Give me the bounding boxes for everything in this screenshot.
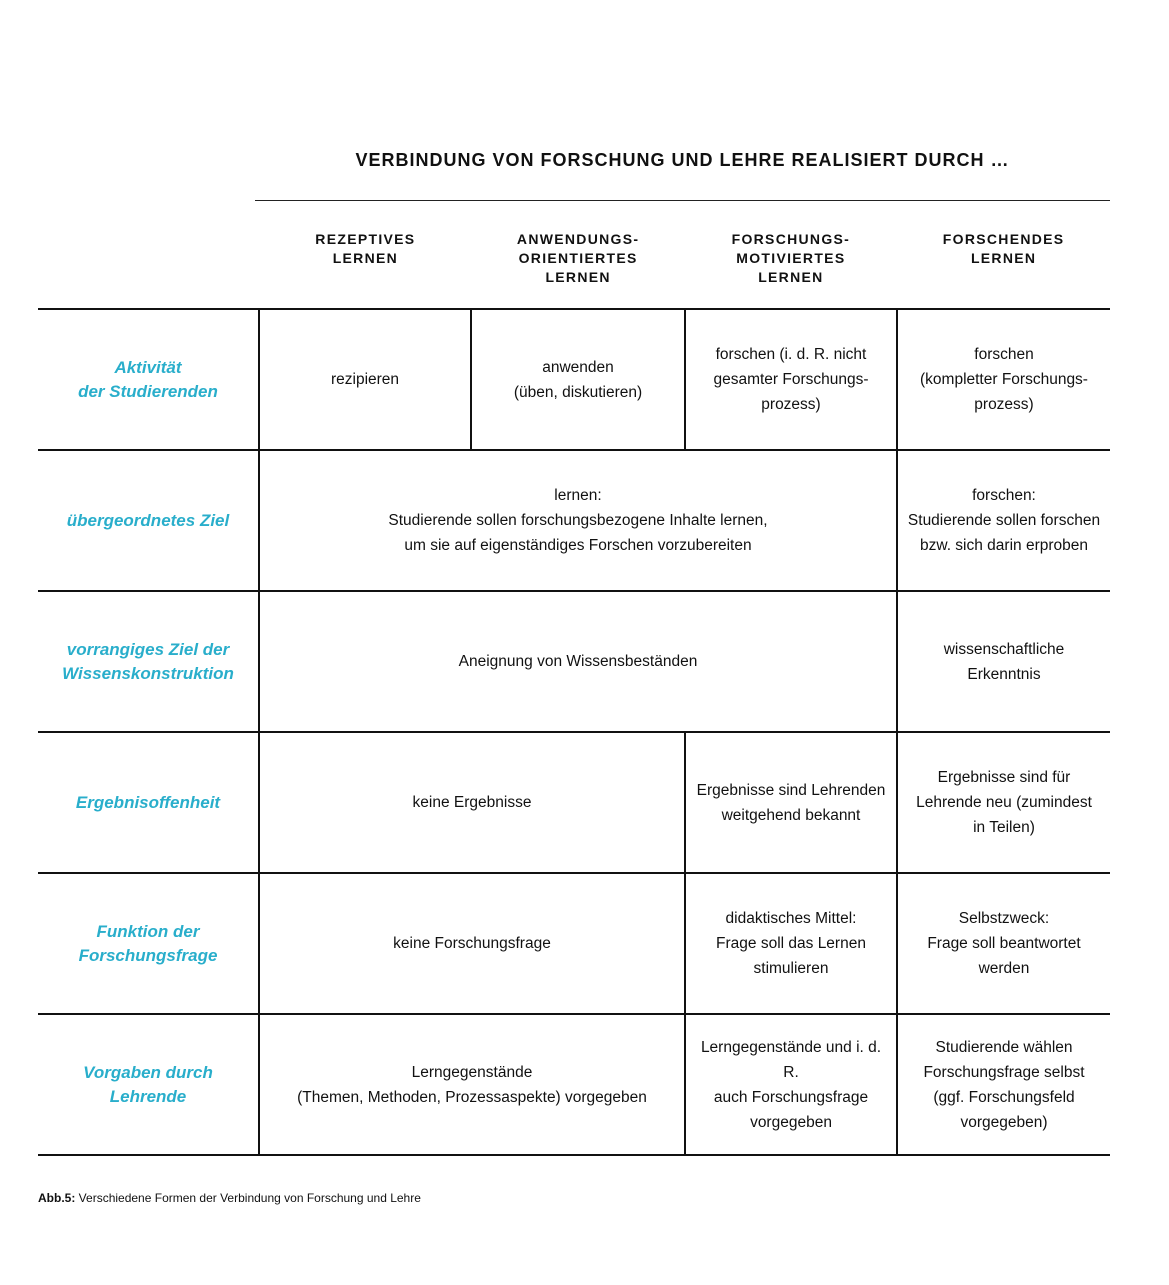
column-header: REZEPTIVES LERNEN <box>315 231 416 266</box>
table-cell: didaktisches Mittel: Frage soll das Lern… <box>684 872 897 1015</box>
figure-caption: Abb.5: Verschiedene Formen der Verbindun… <box>38 1191 421 1205</box>
table-row: Vorgaben durch Lehrende Lerngegenstände … <box>38 1013 1110 1156</box>
column-header: ANWENDUNGS- ORIENTIERTES LERNEN <box>516 231 640 285</box>
row-label: Aktivität der Studierenden <box>38 308 259 451</box>
table-cell: keine Forschungsfrage <box>258 872 685 1015</box>
table-row: übergeordnetes Ziel lernen: Studierende … <box>38 449 1110 592</box>
table-cell: Ergebnisse sind Lehrenden weitgehend bek… <box>684 731 897 874</box>
table-row: Aktivität der Studierenden rezipieren an… <box>38 308 1110 451</box>
row-label: Funktion der Forschungsfrage <box>38 872 259 1015</box>
column-header: FORSCHUNGS- MOTIVIERTES LERNEN <box>731 231 851 285</box>
caption-label: Abb.5: <box>38 1191 76 1205</box>
table-cell: rezipieren <box>258 308 471 451</box>
column-headers: REZEPTIVES LERNEN ANWENDUNGS- ORIENTIERT… <box>259 230 1110 287</box>
row-label: Vorgaben durch Lehrende <box>38 1013 259 1156</box>
caption-text: Verschiedene Formen der Verbindung von F… <box>75 1191 421 1205</box>
column-header: FORSCHENDES LERNEN <box>942 231 1065 266</box>
table-title: VERBINDUNG VON FORSCHUNG UND LEHRE REALI… <box>355 150 1010 170</box>
table-row: Funktion der Forschungsfrage keine Forsc… <box>38 872 1110 1015</box>
row-label: übergeordnetes Ziel <box>38 449 259 592</box>
table-cell: Studierende wählen Forschungsfrage selbs… <box>896 1013 1110 1156</box>
title-divider <box>255 200 1110 201</box>
table-cell: Aneignung von Wissensbeständen <box>258 590 897 733</box>
row-label: Ergebnisoffenheit <box>38 731 259 874</box>
table-cell: lernen: Studierende sollen forschungsbez… <box>258 449 897 592</box>
table-cell: Lerngegenstände (Themen, Methoden, Proze… <box>258 1013 685 1156</box>
table-cell: wissenschaftliche Erkenntnis <box>896 590 1110 733</box>
table-cell: keine Ergebnisse <box>258 731 685 874</box>
table-cell: forschen (kompletter Forschungs- prozess… <box>896 308 1110 451</box>
comparison-table: Aktivität der Studierenden rezipieren an… <box>38 308 1110 1156</box>
table-cell: Lerngegenstände und i. d. R. auch Forsch… <box>684 1013 897 1156</box>
table-cell: Ergebnisse sind für Lehrende neu (zumind… <box>896 731 1110 874</box>
row-label: vorrangiges Ziel der Wissenskonstruktion <box>38 590 259 733</box>
table-cell: Selbstzweck: Frage soll beantwortet werd… <box>896 872 1110 1015</box>
table-cell: forschen: Studierende sollen forschen bz… <box>896 449 1110 592</box>
table-row: vorrangiges Ziel der Wissenskonstruktion… <box>38 590 1110 733</box>
table-cell: forschen (i. d. R. nicht gesamter Forsch… <box>684 308 897 451</box>
table-row: Ergebnisoffenheit keine Ergebnisse Ergeb… <box>38 731 1110 874</box>
table-cell: anwenden (üben, diskutieren) <box>470 308 685 451</box>
